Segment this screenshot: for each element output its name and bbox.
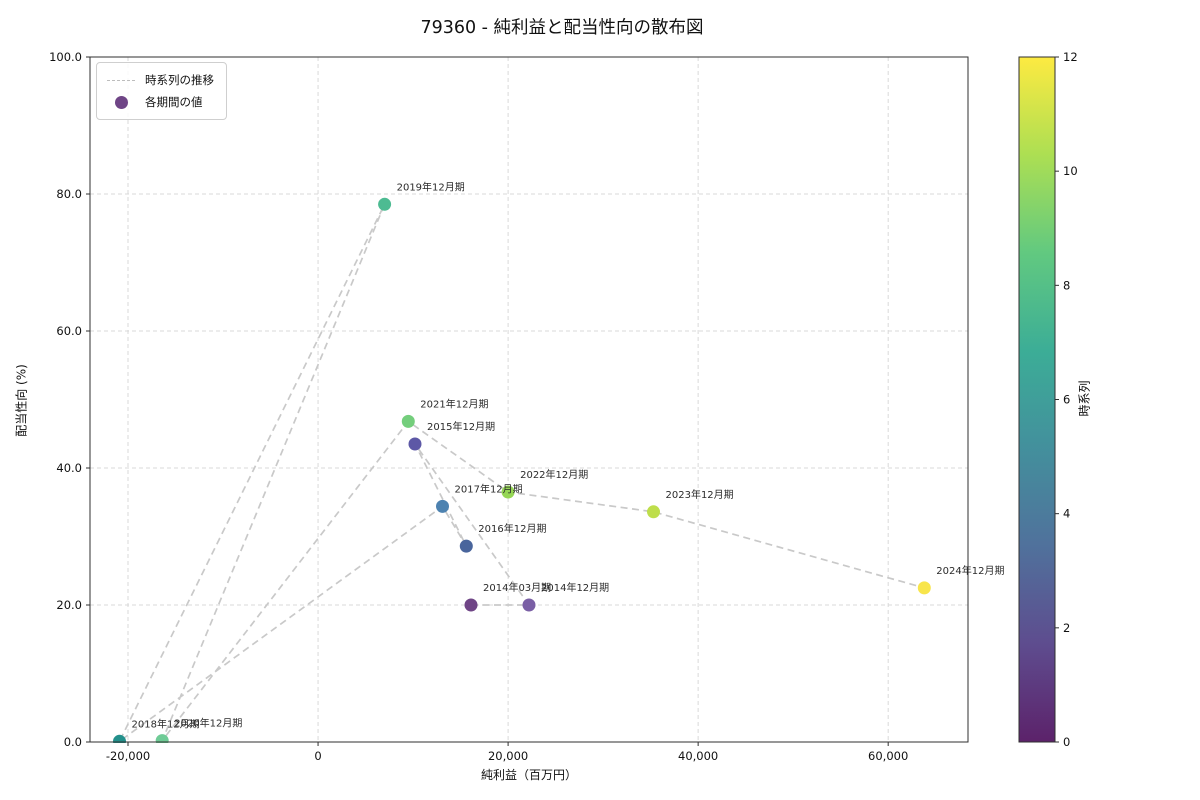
colorbar-tick-label: 6 xyxy=(1063,393,1070,407)
dashed-line-icon xyxy=(106,79,136,81)
data-point xyxy=(436,499,449,513)
point-annotation: 2018年12月期 xyxy=(132,717,200,730)
colorbar-tick-label: 4 xyxy=(1063,507,1070,521)
y-tick-label: 40.0 xyxy=(56,461,82,475)
data-point xyxy=(917,581,931,595)
legend-item-trend: 時系列の推移 xyxy=(106,69,214,91)
colorbar-tick-label: 12 xyxy=(1063,50,1078,64)
point-annotation: 2019年12月期 xyxy=(397,180,465,193)
data-point xyxy=(401,414,415,428)
data-point xyxy=(501,485,515,499)
x-tick-label: 60,000 xyxy=(868,749,908,763)
data-point xyxy=(113,734,126,743)
point-annotation: 2022年12月期 xyxy=(520,468,588,481)
legend: 時系列の推移 各期間の値 xyxy=(96,62,227,120)
x-tick-label: 0 xyxy=(314,749,321,763)
point-annotation: 2015年12月期 xyxy=(427,420,495,433)
y-tick-label: 60.0 xyxy=(56,324,82,338)
data-point xyxy=(408,437,422,451)
point-annotation: 2016年12月期 xyxy=(478,522,546,535)
plot-border xyxy=(89,56,969,743)
point-annotation: 2014年03月期 xyxy=(483,581,551,594)
time-series-trend-line xyxy=(118,203,925,742)
dot-icon xyxy=(106,95,136,109)
point-annotation: 2017年12月期 xyxy=(455,482,523,495)
y-tick-label: 100.0 xyxy=(49,50,82,64)
x-axis-label: 純利益（百万円） xyxy=(480,768,577,782)
chart-title: 79360 - 純利益と配当性向の散布図 xyxy=(420,18,704,38)
point-annotation: 2021年12月期 xyxy=(420,397,488,410)
colorbar-tick-label: 10 xyxy=(1063,164,1078,178)
colorbar-tick-label: 8 xyxy=(1063,278,1070,292)
y-tick-label: 80.0 xyxy=(56,187,82,201)
data-point xyxy=(647,505,660,519)
point-annotation: 2024年12月期 xyxy=(936,564,1004,577)
data-point xyxy=(155,734,169,743)
colorbar xyxy=(1018,56,1056,743)
data-point xyxy=(464,598,478,612)
point-annotation: 2014年12月期 xyxy=(541,581,609,594)
x-tick-label: 40,000 xyxy=(678,749,718,763)
colorbar-label: 時系列 xyxy=(1077,380,1092,417)
y-tick-label: 0.0 xyxy=(64,735,82,749)
y-tick-label: 20.0 xyxy=(56,598,82,612)
data-point xyxy=(459,539,473,553)
data-point xyxy=(378,197,392,211)
colorbar-tick-label: 2 xyxy=(1063,621,1070,635)
point-annotation: 2023年12月期 xyxy=(666,488,734,501)
point-annotation: 2020年12月期 xyxy=(174,717,242,730)
y-axis-label: 配当性向 (%) xyxy=(14,364,29,437)
colorbar-tick-label: 0 xyxy=(1063,735,1070,749)
data-point xyxy=(522,598,536,612)
x-tick-label: -20,000 xyxy=(106,749,150,763)
x-tick-label: 20,000 xyxy=(488,749,528,763)
legend-item-label: 各期間の値 xyxy=(145,95,203,109)
legend-item-label: 時系列の推移 xyxy=(145,73,214,87)
legend-item-points: 各期間の値 xyxy=(106,91,214,113)
